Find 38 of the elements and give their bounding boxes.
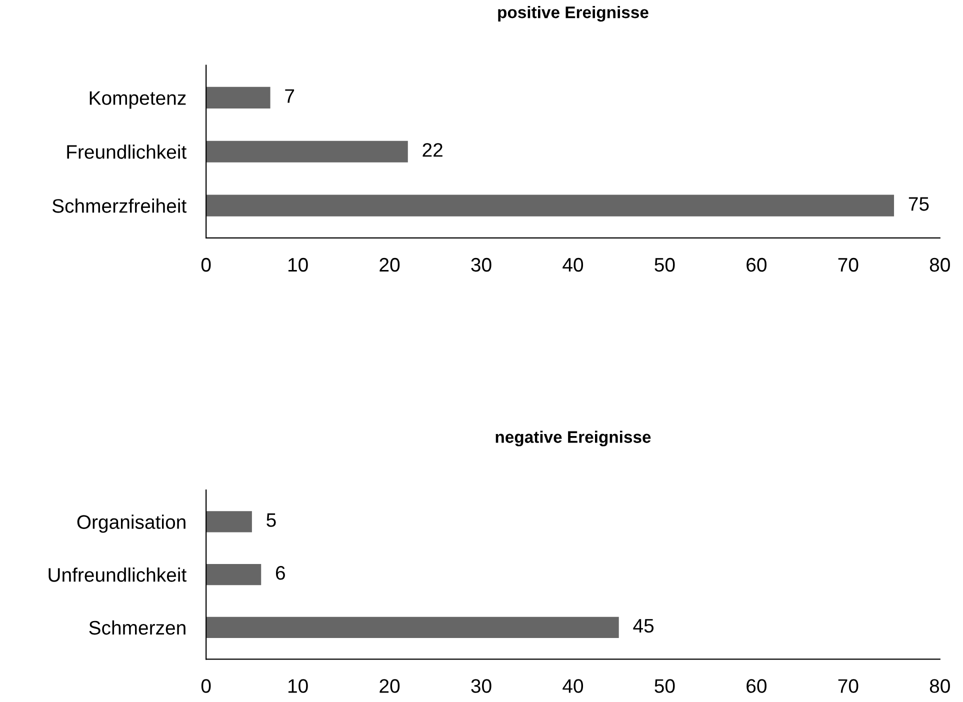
data-label: 22 xyxy=(422,143,442,157)
x-tick-label: 50 xyxy=(654,258,675,272)
x-tick-label: 10 xyxy=(288,258,308,272)
data-label: 75 xyxy=(908,197,929,211)
chart-title: positive Ereignisse xyxy=(498,6,648,22)
x-tick-label: 0 xyxy=(201,258,211,272)
data-label: 5 xyxy=(266,513,276,527)
x-tick-label: 40 xyxy=(562,258,584,272)
bar xyxy=(206,86,270,108)
data-label: 7 xyxy=(285,89,294,103)
y-tick-label: Schmerzfreiheit xyxy=(52,198,186,213)
y-tick-label: Unfreundlichkeit xyxy=(48,568,186,582)
chart-title: negative Ereignisse xyxy=(496,430,651,446)
x-tick-label: 80 xyxy=(930,679,950,693)
x-tick-label: 30 xyxy=(471,258,492,272)
x-tick-label: 20 xyxy=(380,258,400,272)
x-tick-label: 0 xyxy=(201,679,211,693)
x-tick-label: 60 xyxy=(746,679,766,693)
x-tick-label: 60 xyxy=(746,258,766,272)
y-tick-label: Kompetenz xyxy=(90,91,186,109)
data-label: 45 xyxy=(633,619,654,633)
data-label: 6 xyxy=(276,566,285,580)
x-tick-label: 30 xyxy=(471,679,492,693)
bar xyxy=(206,511,252,532)
x-tick-label: 70 xyxy=(838,258,858,272)
bar xyxy=(206,616,619,638)
y-tick-label: Organisation xyxy=(77,514,186,533)
bar xyxy=(206,140,408,162)
x-tick-label: 80 xyxy=(930,258,950,272)
x-tick-label: 40 xyxy=(562,679,584,693)
x-tick-label: 50 xyxy=(654,679,675,693)
bar xyxy=(206,564,262,586)
bar xyxy=(206,194,894,216)
x-tick-label: 20 xyxy=(380,679,400,693)
y-tick-label: Schmerzen xyxy=(89,620,186,635)
y-tick-label: Freundlichkeit xyxy=(67,144,186,159)
x-tick-label: 70 xyxy=(838,679,858,693)
x-tick-label: 10 xyxy=(288,679,308,693)
